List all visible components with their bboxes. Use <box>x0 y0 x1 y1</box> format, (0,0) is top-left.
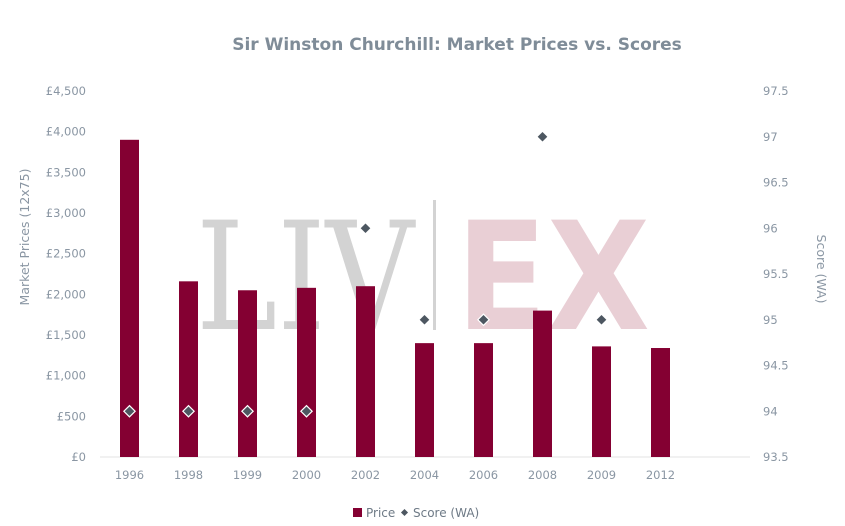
y-right-tick-label: 93.5 <box>763 450 789 464</box>
price-bar <box>179 281 198 457</box>
price-bar <box>533 310 552 457</box>
x-tick-label: 2002 <box>351 468 380 482</box>
x-tick-label: 2009 <box>587 468 616 482</box>
score-point <box>358 221 373 235</box>
legend: Price Score (WA) <box>353 506 479 520</box>
chart-title: Sir Winston Churchill: Market Prices vs.… <box>232 35 682 55</box>
x-tick-label: 2004 <box>410 468 439 482</box>
y-right-tick-label: 97.5 <box>763 84 789 98</box>
y-right-tick-label: 97 <box>763 130 778 144</box>
y-left-tick-label: £500 <box>57 409 86 423</box>
y-right-ticks: 93.5 94 94.5 95 95.5 96 96.5 97 97.5 <box>763 84 789 464</box>
x-tick-label: 1996 <box>115 468 144 482</box>
y-left-tick-label: £1,500 <box>46 328 86 342</box>
y-left-tick-label: £3,000 <box>46 206 86 220</box>
y-left-tick-label: £0 <box>71 450 86 464</box>
y-left-tick-label: £2,500 <box>46 247 86 261</box>
score-point <box>476 313 491 327</box>
y-left-ticks: £0 £500 £1,000 £1,500 £2,000 £2,500 £3,000 £3,5… <box>46 84 86 464</box>
score-point <box>417 313 432 327</box>
y-left-axis-label: Market Prices (12x75) <box>17 169 32 306</box>
score-point <box>181 404 196 418</box>
y-right-tick-label: 96 <box>763 221 778 235</box>
legend-price-label: Price <box>366 506 395 520</box>
x-axis-ticks: 1996 1998 1999 2000 2002 2004 2006 2008 2009 2012 <box>115 468 675 482</box>
legend-score-label: Score (WA) <box>413 506 479 520</box>
price-bar <box>297 287 316 457</box>
y-left-tick-label: £4,000 <box>46 125 86 139</box>
price-bar <box>238 290 257 457</box>
legend-score-swatch <box>400 508 409 517</box>
price-bar <box>120 139 139 458</box>
x-tick-label: 1998 <box>174 468 203 482</box>
y-right-tick-label: 95.5 <box>763 267 789 281</box>
watermark-ex: EX <box>456 191 650 365</box>
price-bar <box>474 343 493 457</box>
score-point <box>299 404 314 418</box>
y-right-axis-label: Score (WA) <box>814 235 829 304</box>
y-right-tick-label: 95 <box>763 313 778 327</box>
y-left-tick-label: £1,000 <box>46 369 86 383</box>
price-bar <box>356 286 375 457</box>
y-right-tick-label: 96.5 <box>763 176 789 190</box>
price-bar <box>651 348 670 457</box>
x-tick-label: 1999 <box>233 468 262 482</box>
y-right-tick-label: 94 <box>763 404 778 418</box>
x-tick-label: 2012 <box>646 468 675 482</box>
y-right-tick-label: 94.5 <box>763 359 789 373</box>
y-left-tick-label: £2,000 <box>46 287 86 301</box>
price-bars <box>120 139 670 458</box>
watermark: LIV EX <box>196 191 650 365</box>
score-point <box>240 404 255 418</box>
legend-price-swatch <box>353 508 362 517</box>
price-bar <box>415 343 434 457</box>
x-tick-label: 2008 <box>528 468 557 482</box>
y-left-tick-label: £4,500 <box>46 84 86 98</box>
x-tick-label: 2000 <box>292 468 321 482</box>
score-point <box>122 404 137 418</box>
watermark-divider <box>433 200 436 330</box>
y-left-tick-label: £3,500 <box>46 165 86 179</box>
price-bar <box>592 346 611 457</box>
score-point <box>594 313 609 327</box>
x-tick-label: 2006 <box>469 468 498 482</box>
score-point <box>535 130 550 144</box>
score-points <box>122 130 609 418</box>
